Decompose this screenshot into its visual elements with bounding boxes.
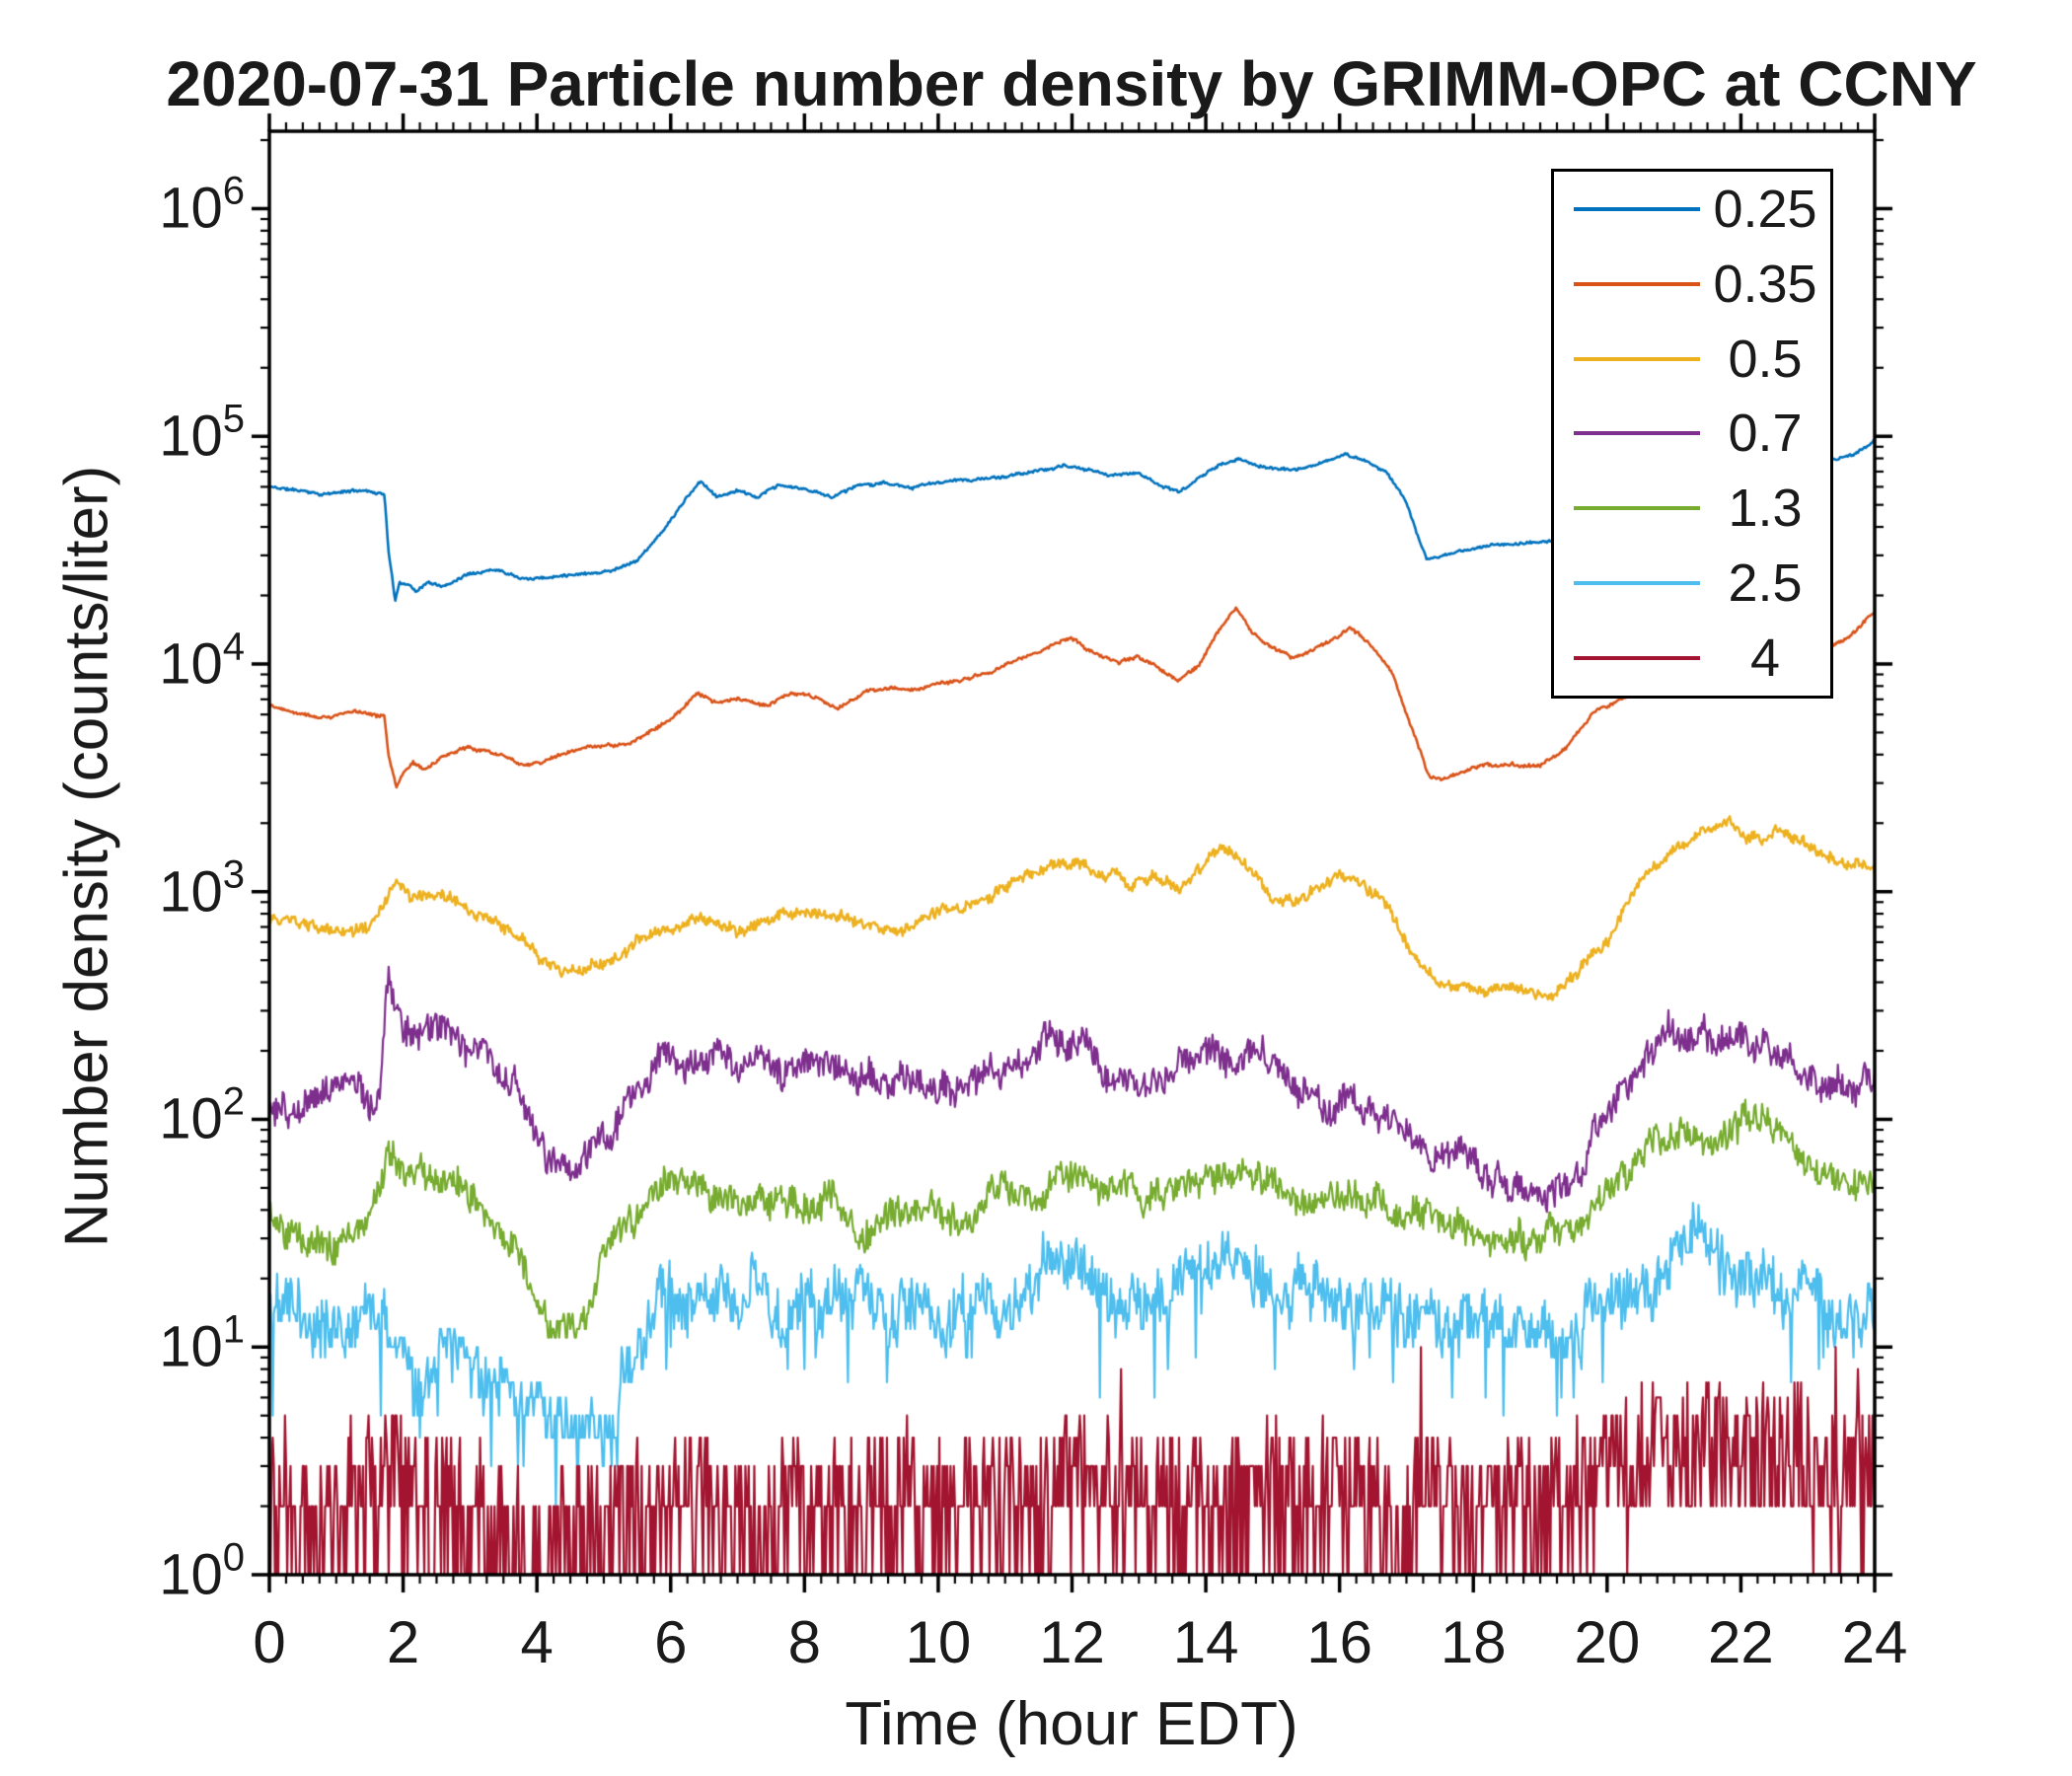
y-tick-label: 106 — [159, 169, 245, 241]
legend-line-swatch — [1574, 356, 1700, 361]
x-tick-label: 24 — [1841, 1609, 1908, 1675]
legend-label: 1.3 — [1728, 479, 1803, 539]
y-tick-label: 105 — [159, 397, 245, 469]
legend-line-swatch — [1574, 655, 1700, 660]
legend-label: 0.25 — [1713, 179, 1817, 239]
legend-item-0.35: 0.35 — [1554, 249, 1830, 320]
x-tick-label: 16 — [1306, 1609, 1373, 1675]
legend-line-swatch — [1574, 506, 1700, 511]
legend-label: 4 — [1749, 628, 1781, 688]
x-tick-label: 12 — [1039, 1609, 1105, 1675]
y-axis-label: Number density (counts/liter) — [52, 465, 121, 1248]
y-tick-label: 100 — [159, 1535, 245, 1607]
legend-item-0.5: 0.5 — [1554, 324, 1830, 395]
legend-item-0.7: 0.7 — [1554, 398, 1830, 469]
legend-line-swatch — [1574, 581, 1700, 586]
y-tick-label: 101 — [159, 1307, 245, 1379]
y-tick-label: 104 — [159, 625, 245, 697]
legend-label: 2.5 — [1728, 554, 1803, 614]
x-tick-label: 0 — [253, 1609, 286, 1675]
legend: 0.25 0.35 0.5 0.7 1.3 2.5 4 — [1551, 169, 1833, 699]
x-tick-label: 22 — [1708, 1609, 1774, 1675]
legend-line-swatch — [1574, 206, 1700, 211]
legend-item-1.3: 1.3 — [1554, 473, 1830, 544]
x-tick-label: 20 — [1574, 1609, 1641, 1675]
legend-item-0.25: 0.25 — [1554, 174, 1830, 245]
x-tick-label: 8 — [787, 1609, 822, 1675]
chart-title: 2020-07-31 Particle number density by GR… — [166, 48, 1977, 119]
y-tick-label: 103 — [159, 852, 245, 925]
legend-label: 0.7 — [1728, 404, 1803, 464]
legend-label: 0.5 — [1728, 329, 1803, 389]
x-tick-label: 10 — [905, 1609, 972, 1675]
legend-line-swatch — [1574, 431, 1700, 436]
legend-label: 0.35 — [1713, 254, 1817, 314]
x-tick-label: 14 — [1172, 1609, 1239, 1675]
x-axis-label: Time (hour EDT) — [845, 1690, 1298, 1758]
x-tick-label: 2 — [386, 1609, 420, 1675]
x-tick-label: 6 — [654, 1609, 688, 1675]
x-tick-label: 18 — [1440, 1609, 1507, 1675]
legend-item-2.5: 2.5 — [1554, 548, 1830, 619]
y-tick-label: 102 — [159, 1079, 245, 1151]
legend-line-swatch — [1574, 281, 1700, 286]
x-tick-label: 4 — [520, 1609, 554, 1675]
legend-item-4: 4 — [1554, 623, 1830, 694]
